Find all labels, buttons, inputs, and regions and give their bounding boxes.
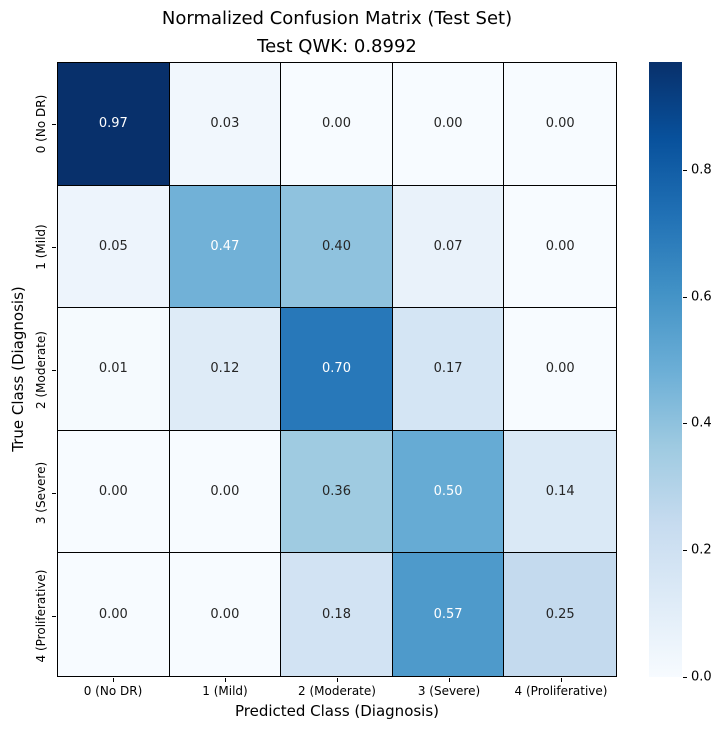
y-tick-label: 2 (Moderate): [34, 330, 48, 409]
matrix-cell-r1c3: 0.07: [392, 185, 505, 309]
colorbar-tick-mark: [683, 169, 687, 171]
colorbar-tick-mark: [683, 296, 687, 298]
matrix-cell-r0c2: 0.00: [281, 63, 393, 186]
chart-title: Normalized Confusion Matrix (Test Set): [161, 8, 513, 29]
matrix-cell-r3c4: 0.14: [504, 430, 616, 554]
matrix-cell-r4c2: 0.18: [281, 553, 393, 676]
matrix-cell-r4c1: 0.00: [169, 553, 282, 676]
x-tick-mark: [113, 678, 114, 682]
x-tick-mark: [337, 678, 338, 682]
matrix-cell-r1c1: 0.47: [169, 185, 282, 309]
heatmap-grid: 0.97 0.03 0.00 0.00 0.00 0.05 0.47 0.40 0.07 0.00…: [57, 62, 617, 677]
x-tick-label: 3 (Severe): [417, 684, 481, 698]
colorbar-tick-label: 0.4: [691, 415, 712, 431]
colorbar: [649, 62, 682, 677]
y-tick-mark: [52, 615, 56, 617]
colorbar-tick-label: 0.2: [691, 542, 712, 558]
colorbar-tick-mark: [683, 423, 687, 425]
matrix-cell-r4c4: 0.25: [504, 553, 616, 676]
colorbar-tick-label: 0.8: [691, 162, 712, 178]
matrix-cell-r2c0: 0.01: [58, 308, 170, 431]
matrix-cell-r4c3: 0.57: [392, 553, 505, 676]
y-tick-mark: [52, 369, 56, 371]
y-tick-label: 4 (Proliferative): [34, 569, 48, 662]
x-tick-label: 0 (No DR): [83, 684, 143, 698]
matrix-cell-r2c3: 0.17: [392, 308, 505, 431]
x-axis-label: Predicted Class (Diagnosis): [234, 702, 440, 720]
matrix-cell-r2c1: 0.12: [169, 308, 282, 431]
colorbar-tick-label: 0.0: [691, 669, 712, 685]
matrix-cell-r0c4: 0.00: [504, 63, 616, 186]
matrix-cell-r0c1: 0.03: [169, 63, 282, 186]
y-tick-mark: [52, 123, 56, 125]
matrix-cell-r1c4: 0.00: [504, 185, 616, 309]
x-tick-label: 4 (Proliferative): [514, 684, 608, 698]
matrix-cell-r1c2: 0.40: [281, 185, 393, 309]
matrix-cell-r0c0: 0.97: [58, 63, 170, 186]
y-tick-label: 1 (Mild): [34, 223, 48, 270]
colorbar-tick-mark: [683, 550, 687, 552]
matrix-cell-r3c0: 0.00: [58, 430, 170, 554]
x-tick-mark: [449, 678, 450, 682]
colorbar-tick-label: 0.6: [691, 289, 712, 305]
y-tick-label: 0 (No DR): [34, 94, 48, 153]
x-tick-label: 2 (Moderate): [298, 684, 376, 698]
x-tick-label: 1 (Mild): [202, 684, 248, 698]
matrix-cell-r1c0: 0.05: [58, 185, 170, 309]
y-tick-mark: [52, 492, 56, 494]
matrix-cell-r4c0: 0.00: [58, 553, 170, 676]
colorbar-tick-mark: [683, 677, 687, 678]
x-tick-mark: [561, 678, 562, 682]
matrix-cell-r2c2: 0.70: [281, 308, 393, 431]
y-axis-label: True Class (Diagnosis): [9, 286, 27, 452]
y-tick-label: 3 (Severe): [34, 461, 48, 524]
matrix-cell-r3c2: 0.36: [281, 430, 393, 554]
matrix-cell-r3c3: 0.50: [392, 430, 505, 554]
y-tick-mark: [52, 246, 56, 248]
x-tick-mark: [225, 678, 226, 682]
matrix-cell-r2c4: 0.00: [504, 308, 616, 431]
matrix-cell-r3c1: 0.00: [169, 430, 282, 554]
matrix-cell-r0c3: 0.00: [392, 63, 505, 186]
chart-subtitle: Test QWK: 0.8992: [257, 36, 417, 57]
chart-title-block: Normalized Confusion Matrix (Test Set) T…: [57, 5, 617, 61]
